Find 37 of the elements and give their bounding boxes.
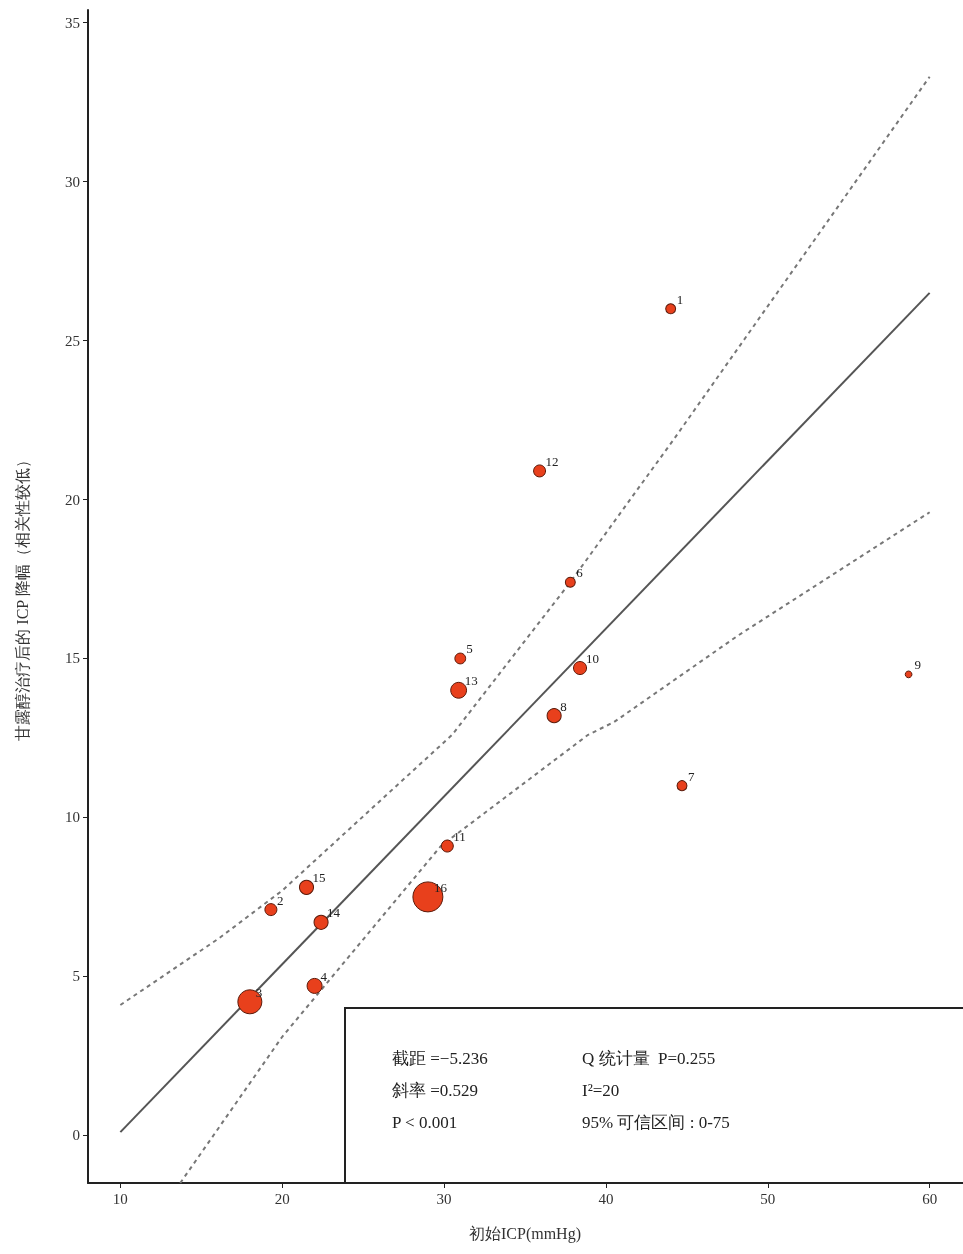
annotation: Q 统计量 P=0.255 [582,1049,716,1068]
y-tick-label: 0 [72,1127,80,1144]
y-tick-label: 20 [65,491,80,508]
annotation: 10 [586,651,600,667]
x-tick-label: 20 [274,1190,290,1207]
annotation: I²=20 [582,1081,620,1100]
annotation: 9 [914,657,922,673]
y-tick-label: 15 [65,650,80,667]
annotation: 11 [453,829,466,845]
annotation: 12 [545,453,559,469]
annotation: 5 [466,641,473,657]
y-tick-label: 25 [65,332,80,349]
x-tick-label: 10 [112,1190,128,1207]
x-tick-label: 40 [598,1190,614,1207]
y-axis-title: 甘露醇治疗后的 ICP 降幅（相关性较低） [13,452,31,741]
y-tick-label: 35 [65,14,80,31]
annotation: 6 [576,565,584,581]
annotation: 13 [464,673,478,689]
annotation: 15 [312,870,326,886]
x-tick-label: 60 [922,1190,938,1207]
x-axis-title: 初始ICP(mmHg) [469,1224,581,1243]
y-tick-label: 5 [72,968,80,985]
y-tick-label: 30 [65,173,80,190]
line-series [119,75,931,1006]
annotation: P < 0.001 [392,1113,458,1132]
annotation: 斜率 =0.529 [392,1081,479,1100]
annotation: 7 [688,768,695,784]
annotation: 2 [276,892,284,908]
line-series [179,511,931,1184]
annotation: 95% 可信区间 : 0-75 [582,1113,730,1132]
x-tick-label: 50 [760,1190,776,1207]
annotation: 8 [560,698,567,714]
x-tick-label: 30 [436,1190,452,1207]
annotation: 1 [676,291,684,307]
annotation: 4 [320,968,328,984]
annotation: 截距 =−5.236 [392,1049,488,1068]
y-tick-label: 10 [65,809,80,826]
